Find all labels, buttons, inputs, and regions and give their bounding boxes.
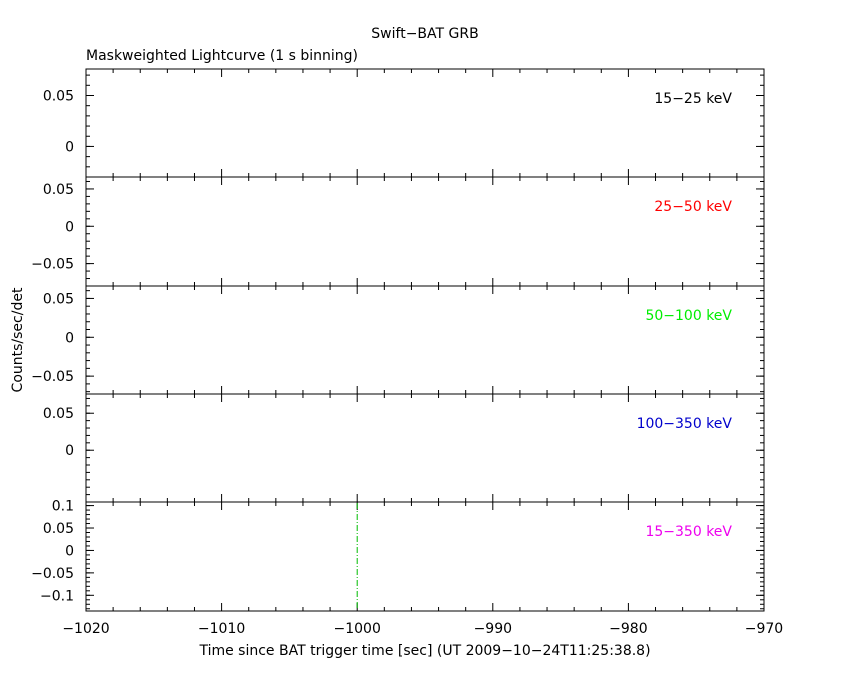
panel-4: 0.05 0 100−350 keV <box>43 393 765 503</box>
x-tick-label: −1010 <box>198 621 245 637</box>
panel-3: 0.05 0 −0.05 50−100 keV <box>31 285 765 395</box>
panel-2: 0.05 0 −0.05 25−50 keV <box>31 176 765 287</box>
band-label: 50−100 keV <box>645 308 732 324</box>
y-tick-label: 0 <box>65 443 74 459</box>
panel-1: 0.05 0 15−25 keV <box>43 68 765 178</box>
x-tick-label: −970 <box>745 621 783 637</box>
x-tick-label: −980 <box>609 621 647 637</box>
y-tick-label: 0 <box>65 330 74 346</box>
band-label: 15−350 keV <box>645 524 732 540</box>
y-tick-label: 0.05 <box>43 182 74 198</box>
panel-frame <box>85 68 765 178</box>
y-tick-label: −0.1 <box>40 588 74 604</box>
x-tick-label: −990 <box>474 621 512 637</box>
panel-frame <box>85 285 765 395</box>
y-tick-label: 0.05 <box>43 291 74 307</box>
panel-frame <box>85 176 765 287</box>
y-tick-label: −0.05 <box>31 566 74 582</box>
x-axis-label: Time since BAT trigger time [sec] (UT 20… <box>198 643 650 659</box>
y-tick-label: 0 <box>65 139 74 155</box>
panels: 0.05 0 15−25 keV 0.05 0 −0.05 25−50 keV 0.05 0 −0… <box>31 68 783 637</box>
y-tick-label: 0.05 <box>43 521 74 537</box>
y-tick-label: 0 <box>65 543 74 559</box>
band-label: 100−350 keV <box>637 416 733 432</box>
y-tick-label: 0.05 <box>43 88 74 104</box>
panel-frame <box>85 501 765 612</box>
panel-5: 0.1 0.05 0 −0.05 −0.1 15−350 keV <box>31 499 765 612</box>
x-tick-label: −1000 <box>334 621 381 637</box>
x-tick-label: −1020 <box>62 621 109 637</box>
y-tick-label: −0.05 <box>31 257 74 273</box>
y-axis-label: Counts/sec/det <box>10 287 26 392</box>
figure-title: Swift−BAT GRB <box>371 26 478 42</box>
panel-frame <box>85 393 765 503</box>
y-tick-label: 0 <box>65 219 74 235</box>
y-tick-label: 0.1 <box>52 499 74 515</box>
band-label: 25−50 keV <box>654 199 732 215</box>
band-label: 15−25 keV <box>654 91 732 107</box>
y-tick-label: 0.05 <box>43 406 74 422</box>
figure-subtitle: Maskweighted Lightcurve (1 s binning) <box>86 48 358 64</box>
y-tick-label: −0.05 <box>31 369 74 385</box>
